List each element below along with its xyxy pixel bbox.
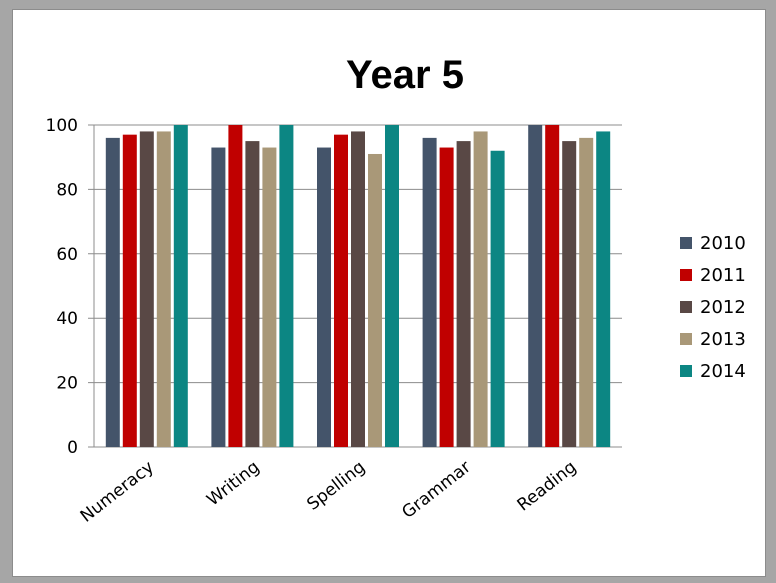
bar-spelling-2012 (351, 131, 365, 447)
y-tick-label: 60 (56, 245, 78, 265)
bar-spelling-2013 (368, 153, 382, 448)
x-tick-label: Reading (514, 457, 581, 515)
bar-reading-2013 (579, 137, 594, 447)
legend-swatch-2013 (680, 333, 692, 345)
bar-grammar-2013 (473, 131, 488, 447)
bar-numeracy-2013 (156, 131, 171, 447)
bars (105, 125, 611, 448)
bar-grammar-2014 (490, 150, 505, 447)
bar-numeracy-2012 (139, 131, 154, 447)
bar-writing-2011 (228, 125, 243, 447)
bar-writing-2012 (245, 141, 260, 447)
x-tick-label: Numeracy (77, 457, 158, 527)
legend-label-2011: 2011 (700, 265, 746, 286)
y-tick-label: 0 (67, 438, 78, 458)
bar-spelling-2011 (334, 134, 348, 447)
bar-reading-2014 (596, 131, 611, 447)
legend-swatch-2011 (680, 269, 692, 281)
bar-spelling-2014 (385, 125, 399, 447)
bar-reading-2010 (528, 125, 543, 447)
x-tick-label: Writing (203, 457, 263, 510)
y-axis-ticks: 0 20 40 60 80 100 (46, 116, 78, 458)
chart-title: Year 5 (346, 53, 464, 97)
x-tick-label: Grammar (398, 457, 474, 523)
bar-numeracy-2014 (173, 125, 188, 447)
legend-label-2010: 2010 (700, 233, 746, 254)
bar-writing-2013 (262, 147, 277, 448)
y-tick-label: 40 (56, 309, 78, 329)
legend-label-2012: 2012 (700, 297, 746, 318)
bar-spelling-2010 (317, 147, 331, 448)
bar-numeracy-2010 (105, 137, 120, 447)
y-tick-label: 80 (56, 180, 78, 200)
bar-writing-2010 (211, 147, 226, 448)
bar-writing-2014 (279, 125, 294, 447)
legend: 2010 2011 2012 2013 2014 (680, 233, 746, 382)
x-tick-label: Spelling (303, 457, 369, 514)
y-tick-label: 20 (56, 374, 78, 394)
legend-swatch-2012 (680, 301, 692, 313)
legend-swatch-2010 (680, 237, 692, 249)
bar-grammar-2010 (422, 137, 437, 447)
bar-numeracy-2011 (122, 134, 137, 447)
legend-swatch-2014 (680, 365, 692, 377)
y-tick-label: 100 (46, 116, 78, 136)
bar-reading-2011 (545, 125, 560, 447)
legend-label-2013: 2013 (700, 329, 746, 350)
bar-grammar-2012 (456, 141, 471, 447)
bar-grammar-2011 (439, 147, 454, 448)
bar-reading-2012 (562, 141, 577, 447)
legend-label-2014: 2014 (700, 361, 746, 382)
x-axis-labels: Numeracy Writing Spelling Grammar Reading (77, 457, 581, 527)
